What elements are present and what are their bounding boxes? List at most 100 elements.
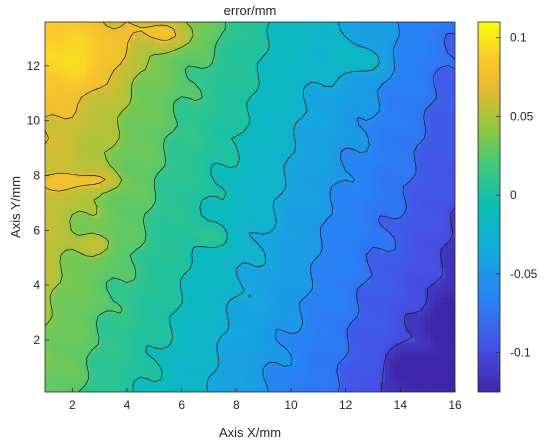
heatmap-cell (210, 247, 216, 253)
heatmap-cell (305, 27, 311, 33)
heatmap-cell (90, 382, 96, 388)
heatmap-cell (380, 317, 386, 323)
heatmap-cell (200, 227, 206, 233)
heatmap-cell (90, 52, 96, 58)
heatmap-cell (365, 307, 371, 313)
heatmap-cell (135, 367, 141, 373)
heatmap-cell (100, 267, 106, 273)
heatmap-cell (310, 237, 316, 243)
heatmap-cell (145, 217, 151, 223)
heatmap-cell (105, 202, 111, 208)
heatmap-cell (165, 32, 171, 38)
heatmap-cell (370, 372, 376, 378)
heatmap-cell (160, 192, 166, 198)
heatmap-cell (285, 67, 291, 73)
heatmap-cell (200, 142, 206, 148)
heatmap-cell (75, 337, 81, 343)
heatmap-cell (165, 187, 171, 193)
heatmap-cell (220, 47, 226, 53)
heatmap-cell (375, 67, 381, 73)
heatmap-cell (370, 57, 376, 63)
heatmap-cell (175, 277, 181, 283)
heatmap-cell (290, 162, 296, 168)
heatmap-cell (335, 297, 341, 303)
heatmap-cell (295, 57, 301, 63)
heatmap-cell (115, 377, 121, 383)
heatmap-cell (345, 307, 351, 313)
heatmap-cell (200, 282, 206, 288)
heatmap-cell (185, 47, 191, 53)
heatmap-cell (325, 342, 331, 348)
heatmap-cell (105, 102, 111, 108)
heatmap-cell (295, 27, 301, 33)
heatmap-cell (270, 292, 276, 298)
heatmap-cell (325, 302, 331, 308)
heatmap-cell (330, 347, 336, 353)
heatmap-cell (125, 92, 131, 98)
heatmap-cell (210, 372, 216, 378)
heatmap-cell (195, 327, 201, 333)
heatmap-cell (325, 67, 331, 73)
heatmap-cell (110, 242, 116, 248)
heatmap-cell (140, 62, 146, 68)
heatmap-cell (55, 277, 61, 283)
heatmap-cell (160, 57, 166, 63)
heatmap-cell (155, 277, 161, 283)
heatmap-cell (375, 367, 381, 373)
heatmap-cell (275, 247, 281, 253)
heatmap-cell (255, 292, 261, 298)
heatmap-cell (310, 142, 316, 148)
heatmap-cell (130, 187, 136, 193)
heatmap-cell (265, 217, 271, 223)
heatmap-cell (60, 207, 66, 213)
heatmap-cell (60, 372, 66, 378)
heatmap-cell (100, 212, 106, 218)
heatmap-cell (265, 212, 271, 218)
heatmap-cell (320, 192, 326, 198)
heatmap-cell (60, 62, 66, 68)
heatmap-cell (130, 142, 136, 148)
heatmap-cell (190, 52, 196, 58)
heatmap-cell (50, 232, 56, 238)
heatmap-cell (315, 297, 321, 303)
heatmap-cell (280, 227, 286, 233)
heatmap-cell (90, 357, 96, 363)
heatmap-cell (270, 257, 276, 263)
heatmap-cell (150, 217, 156, 223)
heatmap-cell (240, 27, 246, 33)
heatmap-cell (175, 212, 181, 218)
heatmap-cell (240, 197, 246, 203)
heatmap-cell (370, 367, 376, 373)
heatmap-cell (225, 212, 231, 218)
heatmap-cell (65, 292, 71, 298)
heatmap-cell (205, 232, 211, 238)
heatmap-cell (260, 32, 266, 38)
heatmap-cell (95, 67, 101, 73)
heatmap-cell (210, 352, 216, 358)
heatmap-cell (235, 227, 241, 233)
heatmap-cell (120, 77, 126, 83)
heatmap-cell (370, 322, 376, 328)
heatmap-cell (340, 377, 346, 383)
heatmap-cell (290, 297, 296, 303)
heatmap-cell (310, 362, 316, 368)
heatmap-cell (80, 342, 86, 348)
heatmap-cell (250, 327, 256, 333)
heatmap-cell (140, 147, 146, 153)
heatmap-cell (195, 307, 201, 313)
heatmap-cell (170, 272, 176, 278)
heatmap-cell (310, 297, 316, 303)
heatmap-cell (175, 57, 181, 63)
heatmap-cell (130, 172, 136, 178)
heatmap-cell (300, 217, 306, 223)
heatmap-cell (110, 347, 116, 353)
heatmap-cell (355, 77, 361, 83)
heatmap-cell (150, 167, 156, 173)
heatmap-cell (335, 107, 341, 113)
heatmap-cell (330, 362, 336, 368)
heatmap-cell (60, 167, 66, 173)
heatmap-cell (350, 362, 356, 368)
heatmap-cell (175, 152, 181, 158)
heatmap-cell (70, 47, 76, 53)
heatmap-cell (250, 332, 256, 338)
